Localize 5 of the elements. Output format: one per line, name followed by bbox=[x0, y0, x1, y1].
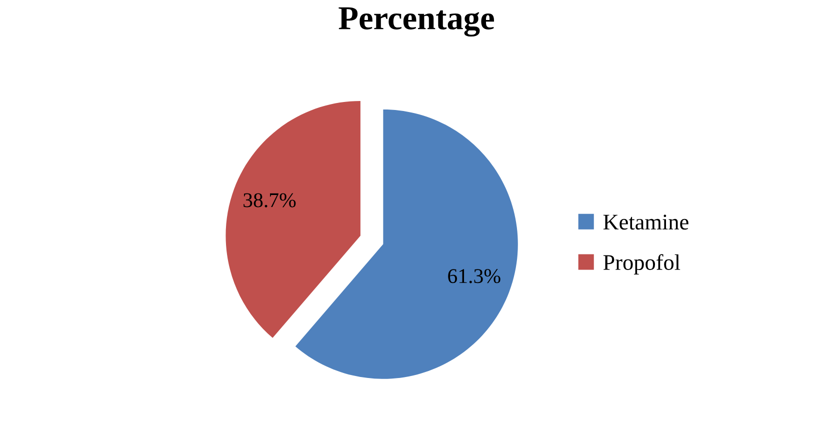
data-label: 61.3% bbox=[448, 269, 500, 284]
data-label: 38.7% bbox=[244, 193, 296, 208]
chart-title: Percentage bbox=[338, 7, 494, 37]
legend-label: Propofol bbox=[603, 254, 680, 275]
legend-label: Ketamine bbox=[603, 214, 688, 230]
